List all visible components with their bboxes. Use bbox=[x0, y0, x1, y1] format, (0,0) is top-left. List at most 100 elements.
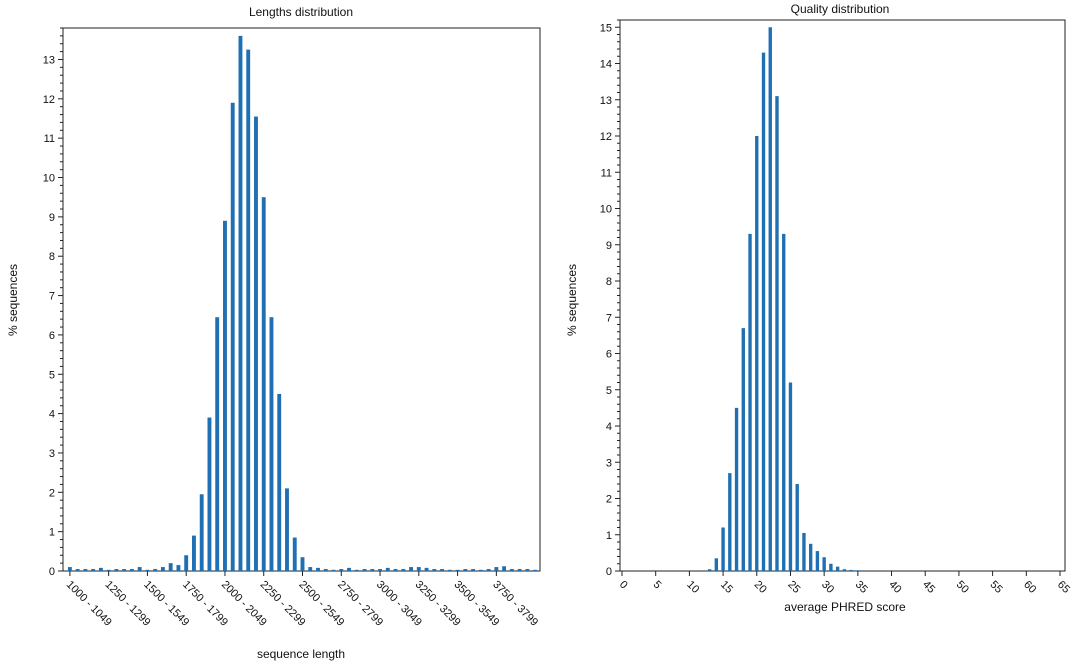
bar bbox=[75, 569, 80, 571]
bar bbox=[67, 567, 72, 571]
y-tick-label: 1 bbox=[606, 530, 612, 542]
bar bbox=[192, 535, 196, 571]
bar bbox=[486, 569, 491, 571]
bar bbox=[331, 569, 336, 571]
bar bbox=[707, 569, 712, 571]
bar bbox=[455, 569, 460, 571]
y-tick-label: 15 bbox=[600, 22, 612, 34]
y-tick-label: 4 bbox=[606, 421, 612, 433]
y-tick-label: 6 bbox=[49, 330, 55, 342]
bar bbox=[285, 488, 289, 571]
bar bbox=[533, 569, 538, 571]
bar bbox=[808, 543, 813, 571]
bar bbox=[822, 557, 826, 571]
x-tick-label: 5 bbox=[651, 579, 664, 592]
bar bbox=[378, 569, 382, 571]
bar bbox=[122, 569, 127, 571]
bar bbox=[316, 567, 320, 571]
bar bbox=[802, 532, 806, 571]
bar bbox=[254, 116, 258, 572]
y-tick-label: 0 bbox=[606, 566, 612, 578]
y-tick-label: 12 bbox=[43, 94, 55, 106]
y-tick-label: 9 bbox=[49, 212, 55, 224]
bar bbox=[238, 35, 243, 571]
x-tick-label: 25 bbox=[785, 579, 802, 596]
bar bbox=[137, 567, 142, 571]
bar bbox=[829, 563, 833, 571]
bar bbox=[385, 567, 390, 571]
bar bbox=[323, 569, 328, 571]
bar bbox=[370, 569, 375, 571]
y-tick-label: 5 bbox=[49, 369, 55, 381]
bar bbox=[517, 569, 522, 571]
bar bbox=[308, 567, 313, 571]
bar bbox=[416, 567, 421, 571]
y-tick-label: 8 bbox=[49, 251, 55, 263]
bar bbox=[432, 569, 437, 571]
x-tick-label: 0 bbox=[617, 579, 630, 592]
bar bbox=[339, 569, 344, 571]
bar bbox=[728, 473, 732, 571]
bar bbox=[153, 569, 158, 571]
y-tick-label: 6 bbox=[606, 349, 612, 361]
y-tick-label: 5 bbox=[606, 385, 612, 397]
bar bbox=[292, 537, 297, 571]
bar bbox=[502, 566, 507, 571]
y-tick-label: 0 bbox=[49, 566, 55, 578]
bar bbox=[393, 569, 398, 571]
bar bbox=[246, 49, 251, 572]
bar-series bbox=[67, 35, 538, 572]
bar bbox=[788, 382, 793, 571]
bar bbox=[145, 569, 150, 571]
y-tick-label: 13 bbox=[600, 95, 612, 107]
x-tick-label: 15 bbox=[718, 579, 735, 596]
bar bbox=[856, 570, 860, 571]
bar bbox=[509, 569, 514, 571]
y-tick-label: 10 bbox=[43, 173, 55, 185]
y-tick-label: 8 bbox=[606, 276, 612, 288]
y-tick-label: 7 bbox=[49, 291, 55, 303]
bar bbox=[215, 317, 220, 571]
bar bbox=[424, 567, 429, 571]
x-tick-label: 40 bbox=[886, 579, 903, 596]
bar bbox=[98, 567, 103, 571]
chart-title: Quality distribution bbox=[791, 2, 890, 16]
bar bbox=[362, 569, 367, 571]
y-tick-label: 11 bbox=[601, 167, 612, 179]
bar bbox=[755, 136, 759, 571]
bar bbox=[269, 317, 274, 571]
bar bbox=[354, 569, 359, 571]
y-tick-label: 4 bbox=[49, 409, 55, 421]
bar bbox=[401, 569, 406, 571]
bar bbox=[114, 569, 119, 571]
lengths-distribution-chart: Lengths distribution 012345678910111213 … bbox=[6, 5, 541, 661]
bar bbox=[223, 220, 227, 571]
y-tick-label: 3 bbox=[49, 448, 55, 460]
y-tick-label: 10 bbox=[600, 204, 612, 216]
bar bbox=[463, 569, 468, 571]
bar bbox=[775, 96, 779, 571]
bar bbox=[494, 567, 499, 571]
y-tick-label: 1 bbox=[49, 527, 55, 539]
x-axis-label: average PHRED score bbox=[784, 600, 906, 614]
x-tick-label: 35 bbox=[853, 579, 870, 596]
x-tick-label: 30 bbox=[819, 579, 836, 596]
bar bbox=[230, 102, 235, 572]
bar bbox=[842, 569, 847, 571]
bar bbox=[409, 567, 413, 571]
quality-distribution-chart: Quality distribution 0123456789101112131… bbox=[565, 2, 1072, 614]
x-tick-label: 60 bbox=[1021, 579, 1038, 596]
bar bbox=[160, 567, 165, 571]
bar bbox=[835, 566, 840, 571]
bar bbox=[277, 393, 282, 571]
bar bbox=[440, 569, 445, 571]
x-tick-label: 65 bbox=[1055, 579, 1072, 596]
bar bbox=[261, 197, 266, 571]
y-tick-label: 2 bbox=[606, 494, 612, 506]
y-tick-label: 2 bbox=[49, 487, 55, 499]
y-axis-label: % sequences bbox=[565, 264, 579, 336]
plot-frame bbox=[619, 19, 1066, 572]
